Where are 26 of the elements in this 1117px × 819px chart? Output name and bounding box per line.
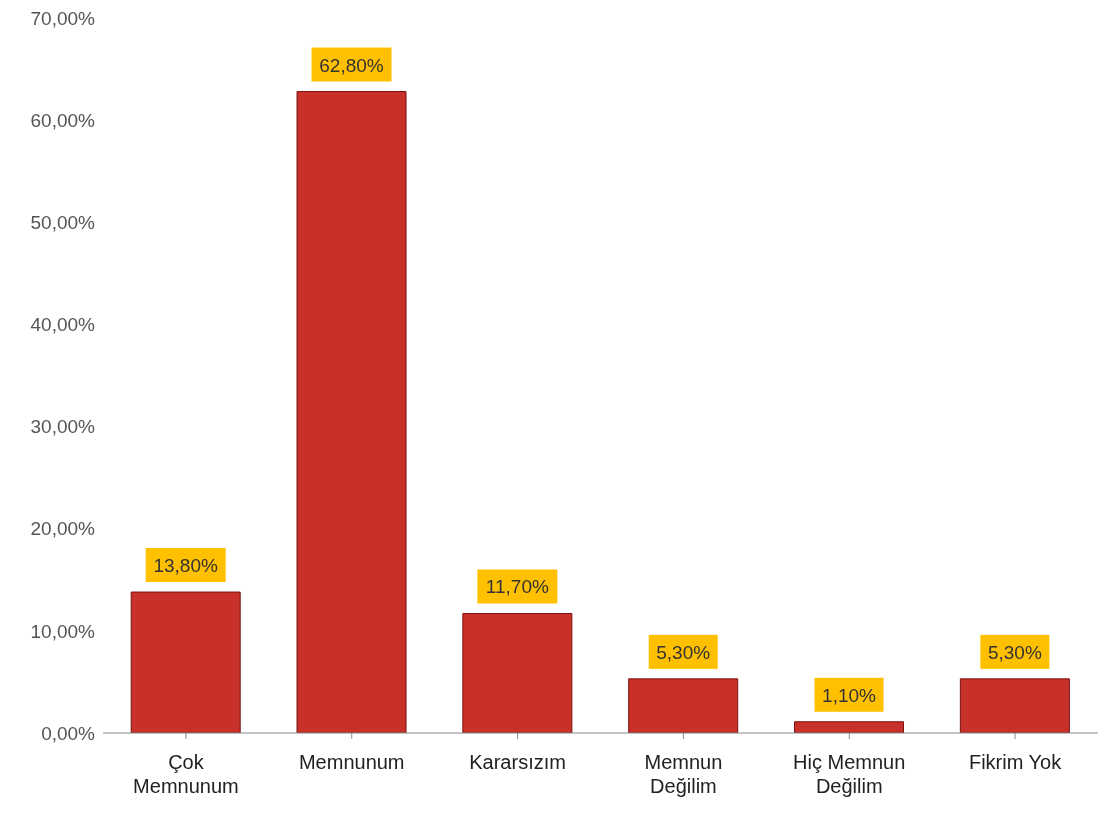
y-tick-label: 40,00% — [30, 314, 96, 336]
y-tick-label: 0,00% — [41, 722, 96, 744]
data-label: 13,80% — [153, 555, 219, 577]
data-label: 5,30% — [656, 641, 711, 663]
x-tick-label: Fikrim Yok — [968, 751, 1063, 773]
bar — [628, 678, 739, 733]
bar — [296, 91, 407, 733]
x-tick-label: Memnunum — [298, 751, 405, 773]
y-tick-label: 30,00% — [30, 416, 96, 438]
y-tick-label: 60,00% — [30, 109, 96, 131]
bar — [794, 721, 905, 733]
y-tick-label: 20,00% — [30, 518, 96, 540]
y-tick-label: 10,00% — [30, 620, 96, 642]
x-tick-label: Memnun Değilim — [644, 751, 723, 797]
data-label: 1,10% — [822, 684, 877, 706]
x-tick-label: Kararsızım — [469, 751, 566, 773]
bar — [462, 612, 573, 733]
x-tick-label: Hiç Memnun Değilim — [793, 751, 906, 797]
y-tick-label: 50,00% — [30, 212, 96, 234]
data-label: 5,30% — [987, 641, 1042, 663]
y-tick-label: 70,00% — [30, 7, 96, 29]
x-tick-label: Çok Memnunum — [133, 751, 239, 797]
data-label: 62,80% — [319, 54, 384, 76]
bar — [959, 678, 1070, 733]
data-label: 11,70% — [485, 576, 549, 598]
bar — [130, 591, 241, 733]
